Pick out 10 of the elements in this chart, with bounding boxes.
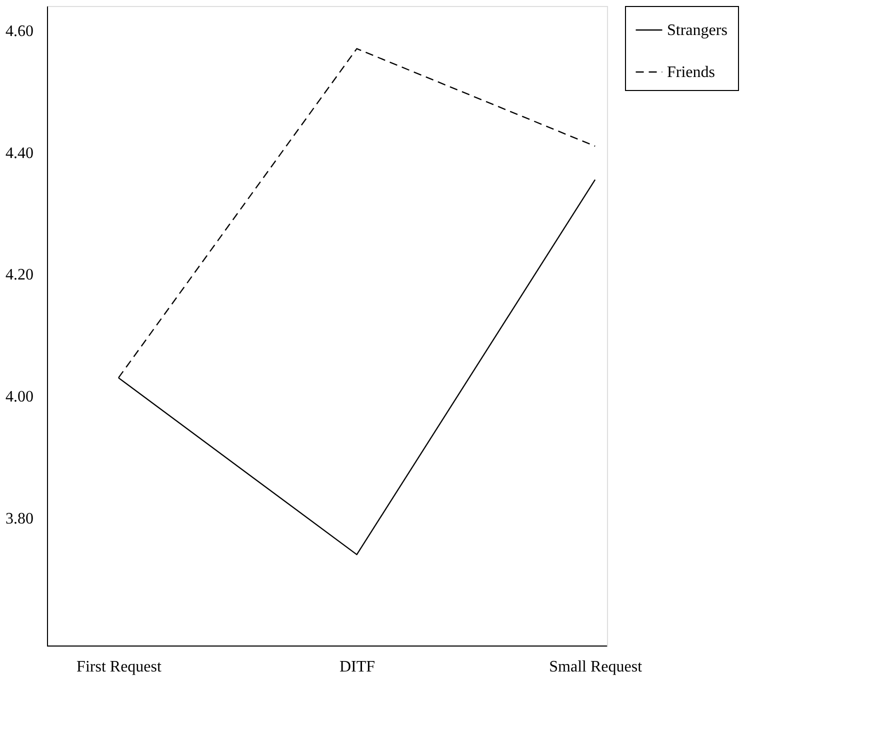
y-tick-label: 4.40 (6, 144, 34, 162)
y-tick-label: 4.00 (6, 388, 34, 406)
x-tick-label: Small Request (549, 658, 643, 676)
y-tick-label: 4.60 (6, 22, 34, 40)
legend-label: Strangers (667, 22, 728, 39)
y-tick-label: 3.80 (6, 510, 34, 528)
y-tick-label: 4.20 (6, 266, 34, 284)
legend-label: Friends (667, 64, 715, 81)
x-tick-label: First Request (76, 658, 162, 676)
x-tick-label: DITF (340, 658, 376, 676)
